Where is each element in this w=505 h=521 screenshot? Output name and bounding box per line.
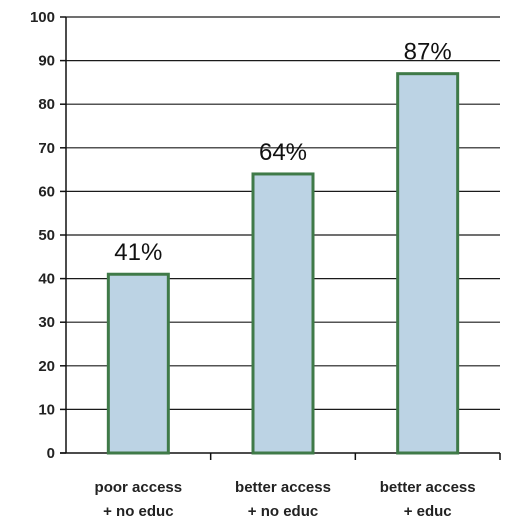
category-label-line2: + educ bbox=[404, 503, 452, 520]
data-label: 41% bbox=[114, 239, 162, 266]
y-tick-label: 20 bbox=[38, 358, 55, 375]
y-tick-label: 50 bbox=[38, 227, 55, 244]
category-labels: poor access + no educ better access + no ed… bbox=[95, 479, 476, 520]
y-tick-label: 80 bbox=[38, 96, 55, 113]
y-tick-label: 0 bbox=[47, 445, 55, 462]
category-label-line2: + no educ bbox=[103, 503, 173, 520]
data-labels: 41% 64% 87% bbox=[114, 39, 451, 267]
y-tick-label: 100 bbox=[30, 9, 55, 26]
y-tick-label: 90 bbox=[38, 53, 55, 70]
bar bbox=[396, 72, 460, 455]
data-label: 87% bbox=[404, 39, 452, 66]
category-label-line1: poor access bbox=[95, 479, 183, 496]
y-tick-label: 40 bbox=[38, 271, 55, 288]
y-tick-labels: 0 10 20 30 40 50 60 70 80 90 100 bbox=[30, 9, 55, 462]
bar bbox=[251, 172, 315, 455]
bar bbox=[106, 272, 170, 455]
category-label-line2: + no educ bbox=[248, 503, 318, 520]
bars bbox=[106, 72, 460, 455]
y-tick-label: 10 bbox=[38, 401, 55, 418]
data-label: 64% bbox=[259, 139, 307, 166]
category-label-line1: better access bbox=[380, 479, 476, 496]
y-tick-label: 60 bbox=[38, 183, 55, 200]
y-tick-label: 30 bbox=[38, 314, 55, 331]
category-label-line1: better access bbox=[235, 479, 331, 496]
y-tick-label: 70 bbox=[38, 140, 55, 157]
